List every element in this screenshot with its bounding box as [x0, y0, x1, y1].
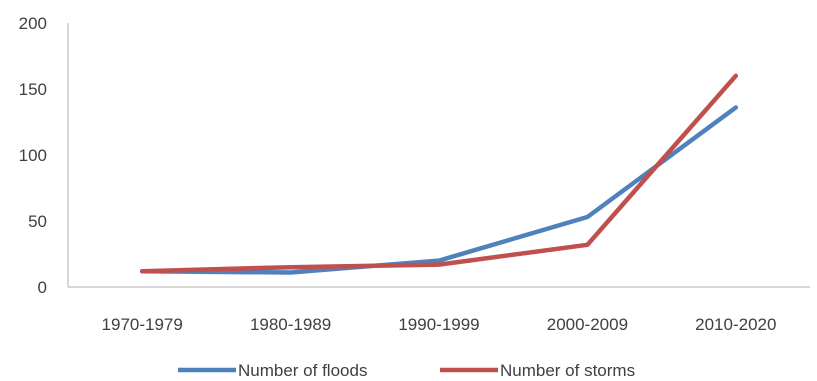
x-tick-labels: 1970-1979 1980-1989 1990-1999 2000-2009 2010…	[102, 315, 777, 334]
x-tick-label: 1970-1979	[102, 315, 183, 334]
x-tick-label: 1980-1989	[250, 315, 331, 334]
y-tick-label: 50	[28, 212, 47, 231]
x-tick-label: 1990-1999	[398, 315, 479, 334]
legend-label-number-of-floods: Number of floods	[238, 361, 367, 380]
series-line-number-of-floods	[139, 105, 739, 275]
y-tick-label: 200	[19, 14, 47, 33]
y-tick-label: 150	[19, 80, 47, 99]
y-tick-labels: 0 50 100 150 200	[19, 14, 47, 297]
legend: Number of floods Number of storms	[178, 361, 635, 380]
y-tick-label: 0	[38, 278, 47, 297]
x-tick-label: 2000-2009	[547, 315, 628, 334]
legend-label-number-of-storms: Number of storms	[500, 361, 635, 380]
y-tick-label: 100	[19, 146, 47, 165]
x-tick-label: 2010-2020	[695, 315, 776, 334]
axes	[67, 23, 810, 288]
series-line-number-of-storms	[139, 73, 739, 274]
series-lines	[139, 73, 739, 275]
